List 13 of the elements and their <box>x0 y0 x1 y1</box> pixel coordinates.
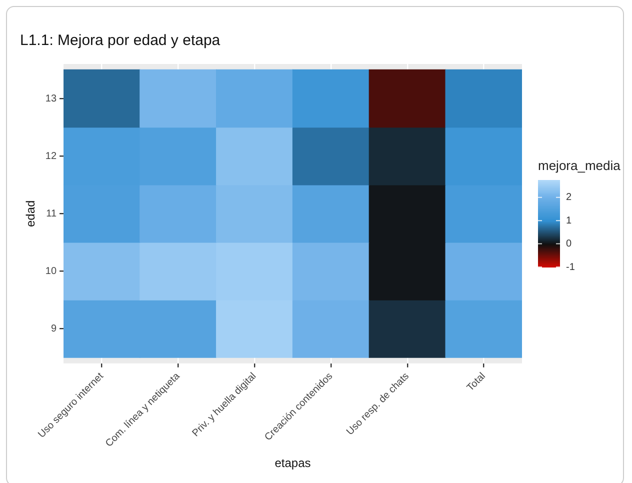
color-bar-label: 1 <box>566 215 572 226</box>
y-tick-label: 12 <box>45 150 57 162</box>
y-tick-label: 10 <box>45 266 57 277</box>
y-axis-title: edad <box>24 200 38 228</box>
color-bar-label: 2 <box>566 192 572 204</box>
color-bar-title: mejora_media <box>538 158 622 173</box>
chart-title: L1.1: Mejora por edad y etapa <box>20 32 221 50</box>
y-tick-label: 9 <box>50 324 57 335</box>
y-tick-label: 13 <box>45 93 57 104</box>
color-bar-label: -1 <box>566 262 576 273</box>
color-bar-label: 0 <box>566 238 572 250</box>
y-tick-label: 11 <box>46 208 57 220</box>
x-axis-title: etapas <box>274 456 311 470</box>
